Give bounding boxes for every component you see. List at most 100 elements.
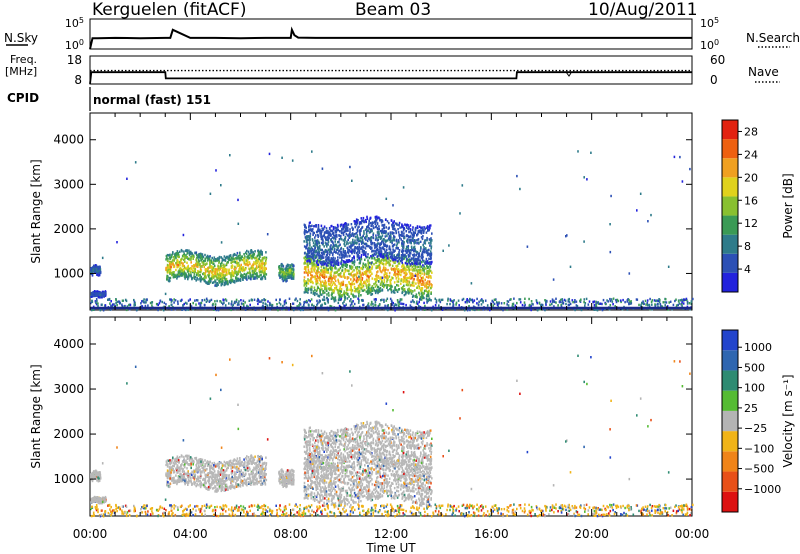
power-cell [654, 303, 656, 306]
power-cell [608, 308, 611, 311]
power-cell [427, 251, 429, 255]
power-cell [419, 229, 422, 233]
power-cell [312, 265, 315, 268]
power-cell [316, 260, 318, 263]
power-cell [169, 279, 171, 283]
power-cell [405, 291, 407, 294]
power-cell [418, 287, 420, 290]
power-cell [200, 301, 203, 305]
power-cell [380, 276, 383, 279]
power-cell [357, 297, 359, 300]
power-cell [203, 272, 205, 275]
power-cell [376, 222, 379, 225]
power-cell [336, 223, 339, 227]
power-cell [214, 272, 216, 276]
power-cell [344, 298, 346, 301]
power-cell [360, 242, 363, 245]
power-cell [278, 271, 280, 275]
power-cell [188, 269, 191, 272]
power-cell [338, 287, 341, 291]
power-cell [325, 258, 328, 261]
power-cell [351, 270, 354, 273]
power-cell [390, 267, 393, 270]
power-cell [213, 256, 216, 259]
power-cell [304, 225, 306, 228]
power-cell [218, 277, 220, 280]
power-cell [397, 253, 399, 257]
power-cell [332, 276, 335, 280]
power-cell [329, 259, 332, 262]
power-cell [157, 308, 159, 312]
power-cell [565, 302, 567, 306]
power-cell [243, 261, 246, 264]
power-cell [190, 268, 193, 271]
power-cell [344, 250, 346, 253]
power-cell [186, 252, 189, 255]
power-cell [555, 297, 557, 300]
power-cell [450, 299, 453, 303]
power-cell [430, 240, 432, 243]
power-cell [319, 256, 321, 259]
power-cell [296, 299, 299, 303]
power-cell [312, 290, 315, 293]
power-cell [419, 249, 422, 252]
power-cell [209, 265, 211, 269]
power-cell [305, 270, 307, 273]
power-cell [261, 250, 263, 254]
power-cell [404, 249, 407, 253]
power-cell [337, 273, 340, 277]
power-cell [252, 277, 255, 280]
power-cell [177, 253, 180, 257]
power-cell [328, 256, 330, 259]
power-cell [243, 253, 245, 256]
power-cell [409, 304, 412, 307]
power-cell [413, 231, 415, 234]
power-cell [419, 265, 421, 268]
power-cell [355, 221, 358, 224]
power-cell [325, 289, 328, 292]
power-cell [197, 278, 199, 281]
power-cell [233, 279, 236, 283]
power-cell [523, 305, 526, 308]
power-cell [214, 259, 217, 263]
power-cell [217, 283, 219, 286]
power-cell [313, 270, 316, 273]
power-cell [397, 270, 400, 274]
power-cell [375, 248, 378, 252]
power-cell [447, 297, 449, 300]
power-cell [373, 278, 376, 281]
power-cell [412, 267, 415, 270]
power-cell [330, 251, 333, 254]
power-cell [98, 295, 100, 299]
power-cell [304, 261, 306, 265]
power-cell [248, 261, 251, 264]
power-cell [314, 267, 316, 270]
power-cell [317, 254, 320, 257]
power-cell [200, 275, 202, 279]
power-cell [377, 264, 379, 268]
power-cell [144, 304, 147, 308]
power-cell [421, 226, 423, 229]
power-cell [241, 274, 244, 277]
power-cell [383, 285, 385, 289]
power-cell [375, 237, 377, 240]
power-cell [397, 272, 399, 276]
power-cell [281, 264, 284, 267]
power-cell [352, 228, 354, 232]
power-cell [212, 302, 214, 306]
power-cell [335, 226, 337, 230]
power-cell [441, 308, 444, 311]
power-cell [380, 253, 382, 256]
power-cell [551, 302, 553, 306]
power-cell [378, 260, 380, 263]
power-cell [93, 290, 96, 293]
power-cell [664, 304, 666, 307]
power-cell [402, 254, 405, 257]
power-cell [195, 303, 197, 306]
power-cell [204, 253, 206, 257]
power-cell [191, 255, 194, 258]
power-cell [347, 251, 350, 255]
power-cell [405, 279, 408, 282]
power-cell [498, 302, 500, 305]
power-cell [624, 300, 626, 304]
